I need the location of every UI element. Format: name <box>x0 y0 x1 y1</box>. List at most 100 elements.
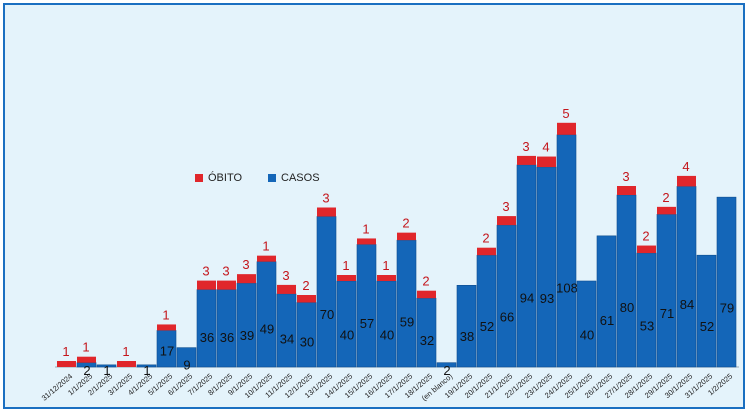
obito-bar <box>677 175 696 187</box>
casos-bar <box>556 134 577 368</box>
obito-label: 1 <box>262 239 269 254</box>
obito-bar <box>417 290 436 299</box>
obito-label: 1 <box>382 258 389 273</box>
legend-item-obito: ÓBITO <box>195 172 242 184</box>
obito-label: 3 <box>282 268 289 283</box>
obito-bar <box>57 361 76 367</box>
obito-bar <box>517 155 536 165</box>
obito-label: 3 <box>222 264 229 279</box>
casos-bar <box>276 293 297 368</box>
casos-label: 32 <box>420 333 434 348</box>
casos-label: 53 <box>640 319 654 334</box>
obito-label: 3 <box>322 191 329 206</box>
obito-label: 2 <box>482 231 489 246</box>
obito-label: 3 <box>622 169 629 184</box>
obito-label: 2 <box>302 278 309 293</box>
obito-label: 3 <box>242 257 249 272</box>
casos-bar <box>536 166 557 368</box>
casos-label: 66 <box>500 310 514 325</box>
casos-label: 1 <box>103 363 110 378</box>
legend-swatch-obito <box>195 174 203 182</box>
obito-label: 5 <box>562 106 569 121</box>
casos-label: 108 <box>556 281 578 296</box>
casos-bar <box>216 289 237 368</box>
legend-label-casos: CASOS <box>281 172 320 184</box>
obito-bar <box>257 255 276 262</box>
obito-bar <box>477 247 496 256</box>
casos-label: 9 <box>183 358 190 373</box>
obito-label: 1 <box>362 221 369 236</box>
casos-bar <box>596 235 617 368</box>
casos-bar <box>716 196 737 368</box>
obito-bar <box>237 274 256 284</box>
obito-bar <box>277 284 296 294</box>
casos-bar <box>196 289 217 368</box>
legend-label-obito: ÓBITO <box>208 172 243 184</box>
casos-label: 36 <box>220 330 234 345</box>
casos-bar <box>376 280 397 368</box>
stacked-bar-chart: 131/12/2024211/1/202512/1/202513/1/20251… <box>40 106 739 403</box>
casos-bar <box>496 224 517 368</box>
obito-label: 4 <box>542 140 549 155</box>
casos-label: 30 <box>300 334 314 349</box>
obito-bar <box>337 275 356 281</box>
legend-item-casos: CASOS <box>268 172 320 184</box>
casos-label: 34 <box>280 332 294 347</box>
casos-bar <box>176 347 197 368</box>
casos-label: 71 <box>660 306 674 321</box>
casos-label: 59 <box>400 314 414 329</box>
casos-bar <box>476 254 497 368</box>
casos-label: 52 <box>480 319 494 334</box>
casos-label: 80 <box>620 300 634 315</box>
casos-label: 1 <box>143 363 150 378</box>
casos-label: 70 <box>320 307 334 322</box>
casos-label: 52 <box>700 319 714 334</box>
obito-bar <box>617 186 636 195</box>
obito-bar <box>397 232 416 241</box>
obito-bar <box>377 275 396 281</box>
obito-bar <box>77 356 96 363</box>
casos-bar <box>576 280 597 368</box>
casos-label: 36 <box>200 330 214 345</box>
obito-label: 1 <box>62 344 69 359</box>
obito-label: 2 <box>402 216 409 231</box>
casos-label: 40 <box>380 327 394 342</box>
casos-bar <box>456 284 477 368</box>
casos-bar <box>636 252 657 368</box>
obito-label: 1 <box>342 258 349 273</box>
obito-bar <box>317 207 336 217</box>
obito-label: 3 <box>502 199 509 214</box>
obito-bar <box>557 122 576 135</box>
casos-label: 40 <box>580 327 594 342</box>
legend: ÓBITO CASOS <box>195 172 346 184</box>
casos-bar <box>316 216 337 368</box>
casos-label: 84 <box>680 297 694 312</box>
obito-bar <box>357 238 376 245</box>
obito-label: 3 <box>202 264 209 279</box>
obito-label: 2 <box>662 190 669 205</box>
casos-bar <box>96 364 117 368</box>
casos-label: 39 <box>240 328 254 343</box>
obito-bar <box>197 280 216 290</box>
obito-label: 2 <box>642 229 649 244</box>
obito-label: 1 <box>82 340 89 355</box>
casos-bar <box>656 214 677 368</box>
casos-bar <box>336 280 357 368</box>
casos-bar <box>696 254 717 368</box>
obito-bar <box>217 280 236 290</box>
obito-label: 1 <box>162 307 169 322</box>
obito-label: 4 <box>682 159 689 174</box>
obito-bar <box>297 295 316 303</box>
obito-label: 1 <box>122 344 129 359</box>
chart-frame: 1 31/12/2024 2 1 1/1/2025 1 2/1/2025 1 3/1/2025 1… <box>3 3 745 409</box>
casos-bar <box>236 282 257 368</box>
casos-label: 61 <box>600 313 614 328</box>
obito-bar <box>637 245 656 254</box>
obito-bar <box>497 216 516 226</box>
casos-label: 79 <box>720 301 734 316</box>
casos-bar <box>436 362 457 368</box>
casos-bar <box>256 261 277 368</box>
obito-label: 2 <box>422 274 429 289</box>
legend-swatch-casos <box>268 174 277 182</box>
casos-bar <box>676 186 697 368</box>
